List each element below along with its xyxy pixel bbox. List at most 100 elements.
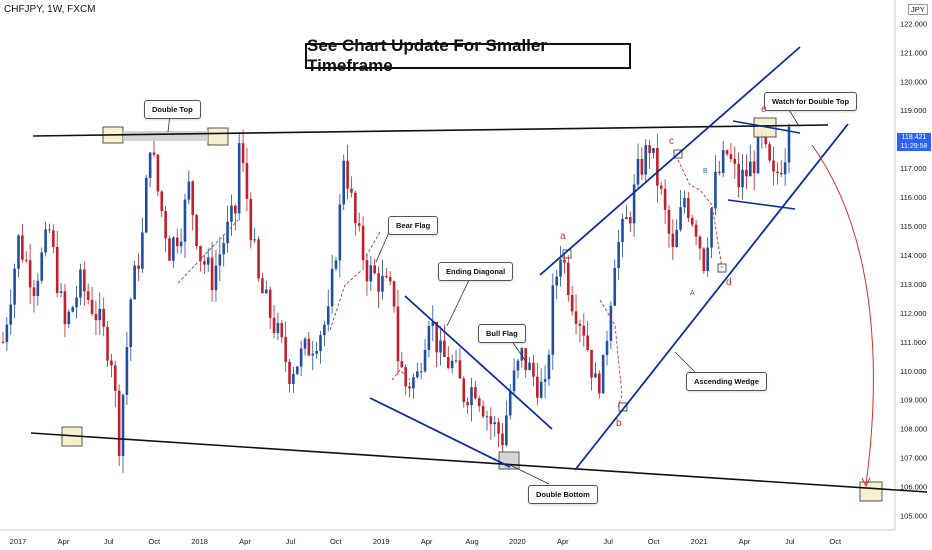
candle-body (326, 306, 330, 325)
candle-body (338, 204, 342, 261)
candle-body (621, 218, 624, 243)
candle-body (13, 268, 16, 305)
resistance-line (32, 124, 829, 137)
candle-body (443, 340, 446, 357)
candle-body (21, 235, 24, 260)
headline-banner: See Chart Update For Smaller Timeframe (305, 36, 631, 75)
candle-body (86, 291, 90, 300)
candle-body (148, 152, 152, 178)
x-tick-label: Oct (648, 537, 661, 546)
candle-body (477, 398, 481, 406)
candle-body (497, 422, 500, 434)
candle-body (117, 390, 121, 456)
x-tick-label: Jul (286, 537, 296, 546)
y-tick-label: 113.000 (900, 280, 927, 289)
y-tick-label: 107.000 (900, 454, 927, 463)
diagonal-top (404, 295, 553, 430)
y-tick-label: 121.000 (900, 48, 927, 57)
support-line (30, 432, 928, 493)
candle-body (628, 217, 632, 224)
wave-label-c: c (669, 136, 674, 147)
candle-body (172, 237, 175, 261)
candle-body (230, 205, 233, 222)
candle-body (470, 387, 473, 406)
candle-body (110, 360, 113, 366)
target-box (859, 481, 883, 502)
candle-body (652, 148, 655, 153)
callout-bear-flag: Bear Flag (388, 216, 439, 235)
trend-lines (30, 46, 928, 493)
candle-body (40, 252, 44, 281)
x-tick-label: 2020 (509, 537, 526, 546)
candle-body (1, 341, 5, 343)
candle-body (733, 158, 737, 164)
candle-body (710, 208, 713, 248)
callout-watch-double-top: Watch for Double Top (764, 92, 858, 111)
candle-body (687, 198, 690, 218)
candle-body (249, 198, 253, 241)
candle-body (137, 265, 140, 269)
candle-body (361, 225, 365, 261)
x-tick-label: Jul (785, 537, 795, 546)
candle-body (369, 265, 373, 282)
candle-body (582, 325, 586, 336)
candle-body (745, 169, 748, 177)
candle-body (280, 323, 284, 338)
candle-body (342, 160, 346, 205)
candle-body (264, 289, 268, 294)
candle-body (756, 137, 760, 174)
candle-body (520, 348, 524, 361)
candle-body (71, 307, 74, 312)
x-tick-label: Oct (829, 537, 842, 546)
candle-body (559, 259, 562, 277)
wave-c-marker (673, 149, 683, 159)
candle-body (141, 232, 144, 269)
candle-body (501, 433, 504, 446)
wedge-upper (732, 120, 801, 134)
chart-symbol: CHFJPY, 1W, FXCM (4, 4, 96, 15)
candle-body (675, 229, 679, 248)
candle-body (218, 254, 222, 266)
y-tick-label: 116.000 (900, 193, 927, 202)
x-tick-label: Apr (557, 537, 569, 546)
candle-body (737, 163, 740, 188)
candle-body (79, 269, 82, 298)
candle-body (28, 260, 32, 288)
candle-body (323, 324, 326, 336)
last-price-badge: 118.421 11:29:58 (897, 133, 931, 151)
candle-body (667, 209, 671, 234)
candle-body (679, 207, 682, 230)
last-price-value: 118.421 (901, 134, 927, 141)
callout-ending-diagonal: Ending Diagonal (438, 262, 514, 281)
x-tick-label: Jul (104, 537, 114, 546)
candle-body (659, 185, 663, 189)
candle-body (419, 371, 423, 373)
candle-body (458, 360, 462, 379)
candle-body (268, 289, 272, 318)
candle-body (284, 337, 287, 362)
y-tick-label: 115.000 (900, 222, 927, 231)
candle-body (346, 160, 349, 189)
candle-body (36, 280, 40, 296)
y-tick-label: 109.000 (900, 396, 927, 405)
candle-body (44, 229, 47, 253)
candle-body (574, 311, 578, 324)
candle-body (590, 349, 593, 378)
candle-body (214, 265, 218, 291)
candle-body (106, 326, 109, 361)
candle-body (721, 150, 725, 173)
candle-body (636, 159, 640, 185)
candle-body (5, 324, 9, 343)
candle-body (199, 246, 202, 262)
candle-body (427, 325, 431, 350)
candle-body (493, 422, 497, 425)
candle-body (299, 348, 303, 367)
candle-body (276, 323, 280, 333)
y-tick-label: 111.000 (900, 338, 926, 347)
candle-body (644, 145, 648, 175)
candle-body (125, 347, 129, 395)
x-tick-label: Oct (330, 537, 343, 546)
candle-body (702, 248, 706, 272)
candle-body (613, 267, 617, 306)
